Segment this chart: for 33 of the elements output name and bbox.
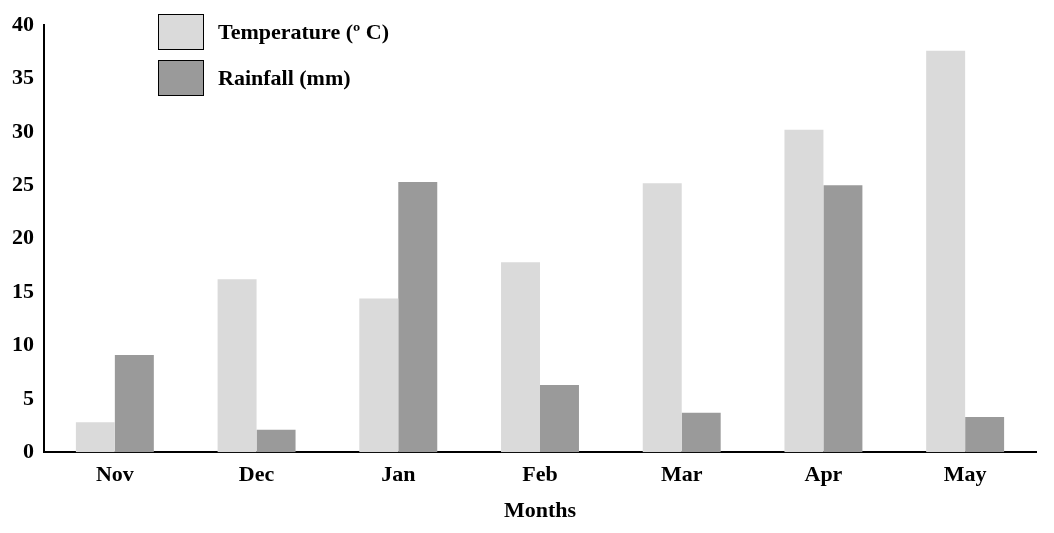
- bar: [642, 183, 682, 453]
- bar: [256, 429, 296, 453]
- x-tick-label: Jan: [381, 461, 416, 487]
- bar: [75, 422, 115, 453]
- bar: [217, 279, 257, 453]
- bar: [784, 129, 824, 453]
- x-tick-label: May: [943, 461, 987, 487]
- y-tick-label: 15: [12, 277, 34, 303]
- bar: [926, 50, 966, 453]
- bar: [681, 412, 721, 453]
- y-tick-label: 35: [12, 64, 34, 90]
- y-tick-label: 40: [12, 10, 34, 36]
- bar: [540, 384, 579, 453]
- x-tick-label: Feb: [522, 461, 558, 487]
- y-tick-label: 30: [12, 117, 34, 143]
- bar: [398, 182, 438, 453]
- x-tick-label: Apr: [804, 461, 843, 487]
- bar: [965, 416, 1005, 453]
- bar: [359, 298, 399, 453]
- y-tick-label: 25: [12, 171, 34, 197]
- bar: [114, 355, 154, 453]
- x-tick-label: Nov: [95, 461, 134, 487]
- legend-label: Rainfall (mm): [218, 65, 351, 91]
- y-tick-label: 20: [12, 224, 34, 250]
- legend-label: Temperature (º C): [218, 19, 390, 45]
- bar: [501, 262, 540, 453]
- x-axis-title: Months: [503, 497, 577, 523]
- x-tick-label: Mar: [660, 461, 703, 487]
- bar: [823, 185, 863, 453]
- y-tick-label: 10: [12, 331, 34, 357]
- y-tick-label: 0: [23, 437, 34, 463]
- x-tick-label: Dec: [238, 461, 275, 487]
- y-tick-label: 5: [23, 384, 34, 410]
